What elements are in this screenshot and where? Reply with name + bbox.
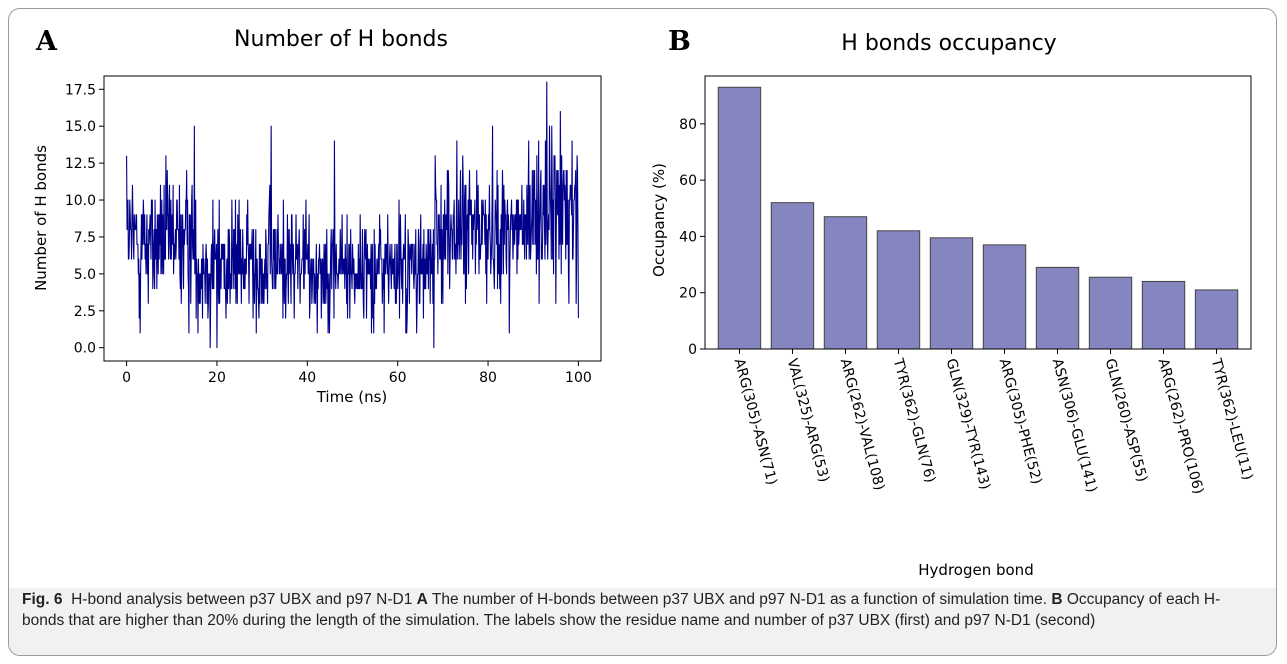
x-tick-label: 80 — [479, 370, 497, 386]
bar — [717, 86, 762, 350]
y-tick-label: 17.5 — [65, 82, 96, 98]
x-category-label: ARG(262)-VAL(108) — [837, 357, 888, 492]
panel-a-title: Number of H bonds — [234, 27, 448, 52]
bar — [1141, 280, 1186, 350]
bar — [876, 230, 921, 350]
caption-b-text: Occupancy of each H-bonds that are highe… — [22, 591, 1221, 629]
y-tick-label: 10.0 — [65, 193, 96, 209]
caption-a-marker: A — [416, 591, 428, 608]
x-tick-label: 100 — [565, 370, 592, 386]
line-chart-ticks: 0 20 40 60 80 100 0.0 2.5 5.0 7.5 10.0 12.5 15.0 17.5 — [65, 82, 592, 386]
bar — [1088, 276, 1133, 350]
line-chart-plot-frame — [103, 75, 602, 362]
y-tick-label: 0 — [688, 342, 697, 358]
caption-a-text: The number of H-bonds between p37 UBX an… — [431, 591, 1048, 608]
bar — [1194, 289, 1239, 350]
x-tick-label: 60 — [389, 370, 407, 386]
x-category-label: ARG(305)-ASN(71) — [731, 357, 780, 487]
bar-chart: 0 20 40 60 80 ARG(305)-ASN(71) VAL(325)-ARG(5… — [679, 75, 1256, 496]
bar-chart-bars — [717, 86, 1239, 350]
x-category-label: GLN(329)-TYR(143) — [943, 357, 993, 492]
y-tick-label: 40 — [679, 229, 697, 245]
h-bonds-series-line — [126, 81, 579, 349]
y-tick-label: 15.0 — [65, 119, 96, 135]
panel-b-label: B — [668, 26, 691, 57]
x-tick-label: 20 — [208, 370, 226, 386]
x-tick-label: 0 — [122, 370, 131, 386]
x-category-label: TYR(362)-GLN(76) — [889, 356, 938, 485]
caption-b-marker: B — [1051, 591, 1063, 608]
line-chart-xlabel: Time (ns) — [316, 388, 388, 406]
bar — [982, 244, 1027, 350]
panel-a-label: A — [35, 26, 58, 57]
x-tick-label: 40 — [298, 370, 316, 386]
bar-chart-plot-frame — [704, 75, 1252, 350]
figure-caption: Fig. 6 H-bond analysis between p37 UBX a… — [22, 590, 1252, 631]
bar-chart-ticks: 0 20 40 60 80 — [679, 117, 705, 358]
y-tick-label: 0.0 — [74, 341, 96, 357]
x-category-label: GLN(260)-ASP(55) — [1102, 357, 1150, 484]
bar — [823, 216, 868, 350]
x-category-label: ASN(306)-GLU(141) — [1049, 357, 1100, 494]
bar-chart-xlabel: Hydrogen bond — [918, 561, 1033, 579]
y-tick-label: 5.0 — [74, 267, 96, 283]
caption-fig-number: Fig. 6 — [22, 591, 63, 608]
bar — [770, 202, 815, 350]
bar — [929, 237, 974, 350]
line-chart: 0 20 40 60 80 100 0.0 2.5 5.0 7.5 10.0 12.5 15.0 17.5 — [65, 75, 602, 386]
y-tick-label: 12.5 — [65, 156, 96, 172]
bar-chart-ylabel: Occupancy (%) — [650, 163, 668, 277]
x-category-label: ARG(262)-PRO(106) — [1155, 357, 1207, 496]
bar — [1035, 266, 1080, 350]
y-tick-label: 20 — [679, 286, 697, 302]
line-chart-ylabel: Number of H bonds — [32, 145, 50, 291]
panel-b-title: H bonds occupancy — [841, 31, 1056, 56]
x-category-label: VAL(325)-ARG(53) — [784, 357, 832, 484]
bar-chart-category-labels: ARG(305)-ASN(71) VAL(325)-ARG(53) ARG(262)… — [731, 349, 1256, 496]
x-category-label: ARG(305)-PHE(52) — [996, 357, 1045, 486]
y-tick-label: 2.5 — [74, 304, 96, 320]
caption-intro: H-bond analysis between p37 UBX and p97 … — [71, 591, 413, 608]
y-tick-label: 80 — [679, 117, 697, 133]
caption-background — [9, 588, 1276, 655]
x-category-label: TYR(362)-LEU(11) — [1207, 356, 1255, 482]
y-tick-label: 60 — [679, 173, 697, 189]
y-tick-label: 7.5 — [74, 230, 96, 246]
